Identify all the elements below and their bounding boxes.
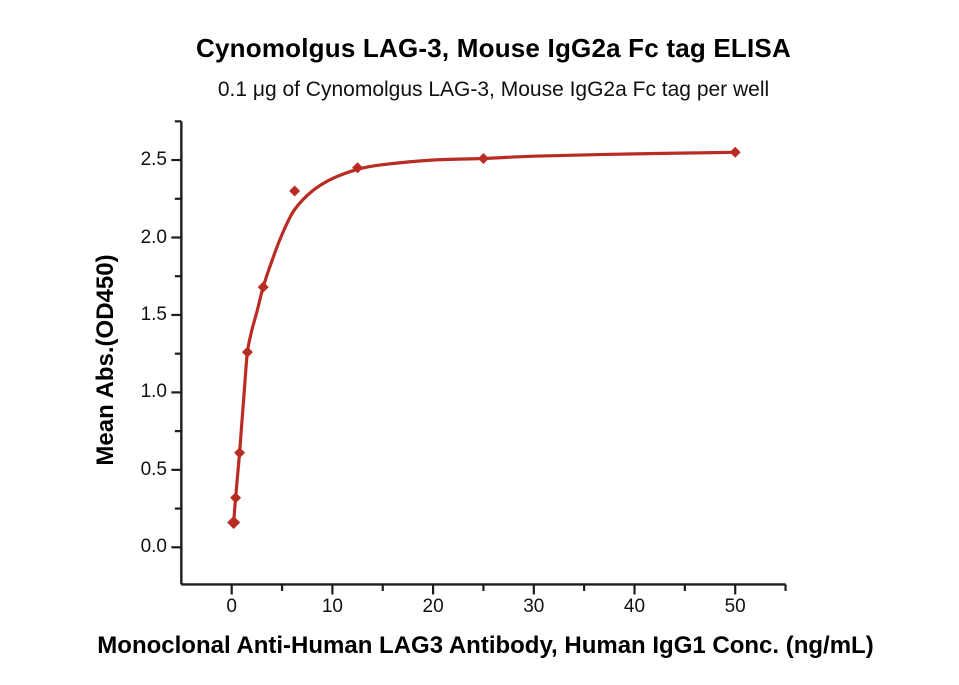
- y-tick-label-5: 2.5: [140, 149, 167, 171]
- fit-curve: [232, 150, 737, 525]
- x-tick-label-3: 30: [523, 596, 545, 617]
- x-tick-label-5: 50: [724, 596, 746, 617]
- data-point-marker-3: [241, 346, 253, 358]
- x-tick-label-0: 0: [226, 596, 237, 617]
- data-point-marker-5: [289, 185, 301, 197]
- x-axis-title: Monoclonal Anti-Human LAG3 Antibody, Hum…: [97, 632, 874, 659]
- y-tick-label-2: 1.0: [140, 381, 167, 403]
- y-tick-label-1: 0.5: [140, 458, 167, 480]
- y-tick-label-0: 0.0: [140, 536, 167, 558]
- chart-title: Cynomolgus LAG-3, Mouse IgG2a Fc tag ELI…: [196, 33, 791, 63]
- chart-subtitle: 0.1 μg of Cynomolgus LAG-3, Mouse IgG2a …: [217, 78, 770, 101]
- data-point-marker-7: [477, 153, 489, 165]
- data-point-marker-2: [234, 447, 246, 459]
- x-tick-label-1: 10: [321, 596, 343, 617]
- data-point-marker-6: [352, 162, 364, 174]
- y-tick-label-3: 1.5: [140, 303, 167, 325]
- data-point-marker-1: [230, 492, 242, 504]
- x-tick-label-2: 20: [422, 596, 444, 617]
- data-point-marker-4: [257, 281, 269, 293]
- data-point-marker-0: [227, 516, 241, 530]
- x-tick-label-4: 40: [623, 596, 646, 617]
- y-tick-label-4: 2.0: [140, 226, 167, 248]
- data-point-marker-8: [729, 146, 741, 158]
